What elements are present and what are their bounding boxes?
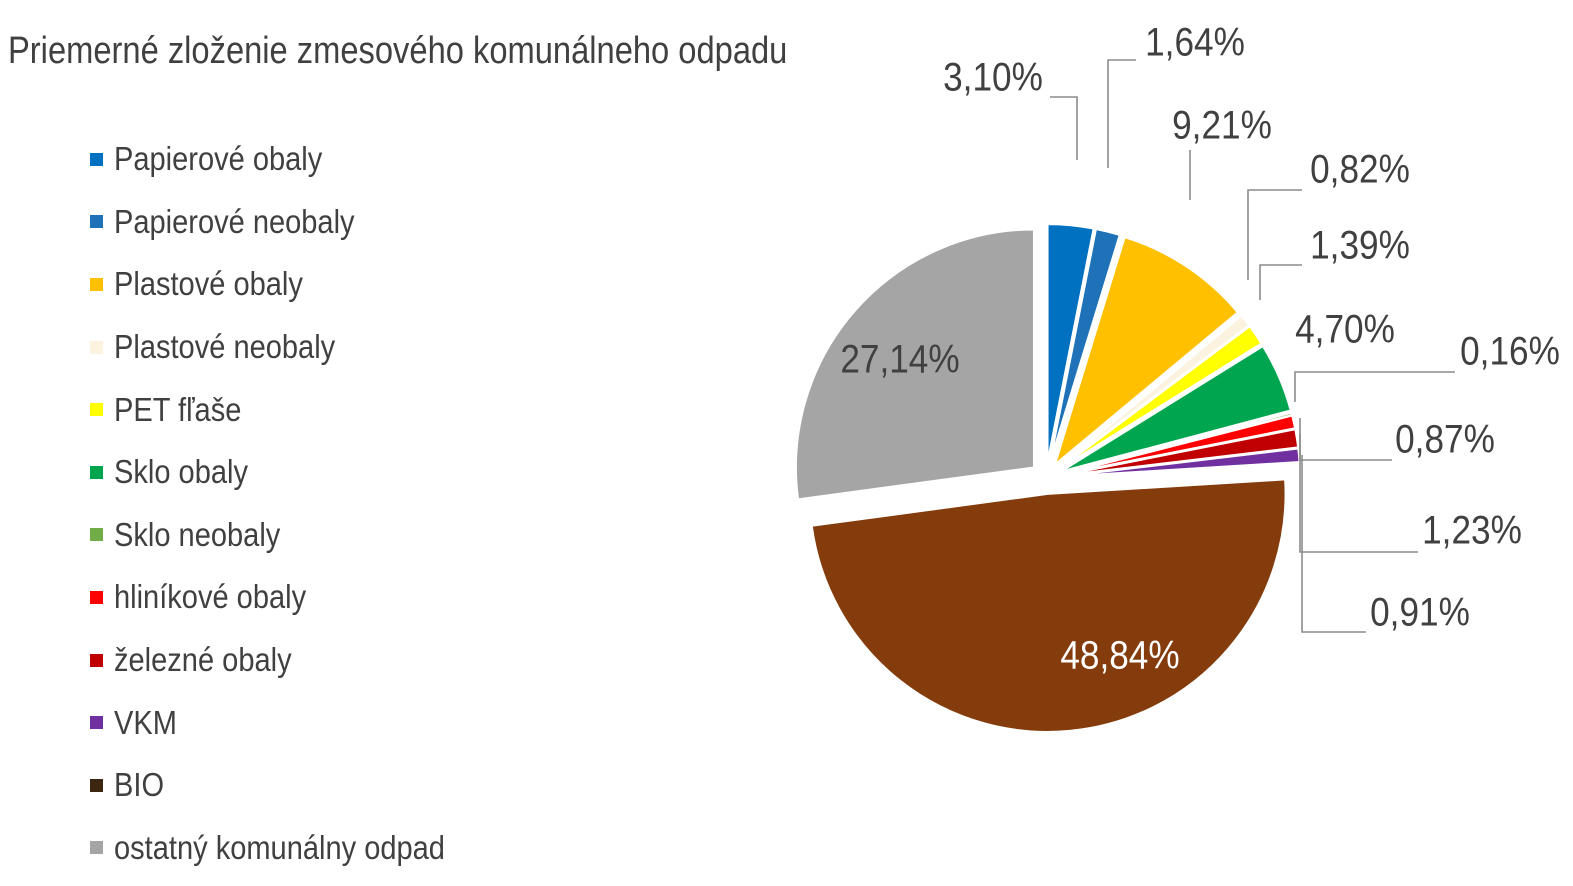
legend-swatch <box>90 590 103 604</box>
data-label: 48,84% <box>1060 632 1179 677</box>
legend-item: Papierové neobaly <box>90 191 490 254</box>
leader-line <box>1301 455 1366 633</box>
legend-swatch <box>90 528 103 542</box>
legend-item: Plastové obaly <box>90 253 490 316</box>
data-label: 0,91% <box>1370 589 1470 634</box>
legend-label: PET fľaše <box>114 390 242 428</box>
legend-label: VKM <box>114 703 177 741</box>
legend-item: Papierové obaly <box>90 128 490 191</box>
leader-line <box>1294 371 1455 402</box>
leader-line <box>1050 96 1078 160</box>
pie-slice <box>1061 428 1300 477</box>
data-label: 0,16% <box>1460 328 1560 373</box>
data-label: 0,82% <box>1310 146 1410 191</box>
legend-swatch <box>90 778 103 792</box>
leader-line <box>1299 434 1418 553</box>
leader-line <box>1247 189 1302 280</box>
legend-item: hliníkové obaly <box>90 566 490 629</box>
leader-line <box>1107 59 1136 168</box>
legend-item: BIO <box>90 754 490 817</box>
pie-slice <box>1060 344 1292 473</box>
pie-slice <box>1046 223 1095 463</box>
legend-item: železné obaly <box>90 629 490 692</box>
legend-swatch <box>90 340 103 354</box>
data-label: 1,64% <box>1145 19 1245 64</box>
legend-label: Sklo obaly <box>114 453 248 491</box>
legend-swatch <box>90 465 103 479</box>
leader-line <box>1259 264 1302 300</box>
legend-item: Plastové neobaly <box>90 316 490 379</box>
legend-swatch <box>90 403 103 417</box>
legend-label: Plastové obaly <box>114 265 303 303</box>
legend-swatch <box>90 653 103 667</box>
leader-line <box>1299 418 1392 461</box>
legend: Papierové obaly Papierové neobaly Plastové… <box>90 128 490 879</box>
legend-swatch <box>90 841 103 855</box>
legend-item: ostatný komunálny odpad <box>90 817 490 880</box>
legend-label: hliníkové obaly <box>114 578 307 616</box>
pie-slice <box>810 478 1287 733</box>
legend-label: BIO <box>114 766 165 804</box>
pie-slice <box>1048 227 1121 463</box>
data-label: 1,39% <box>1310 222 1410 267</box>
legend-label: Sklo neobaly <box>114 515 281 553</box>
legend-label: Papierové obaly <box>114 140 323 178</box>
chart-title: Priemerné zloženie zmesového komunálneho… <box>8 30 788 72</box>
legend-swatch <box>90 277 103 291</box>
legend-swatch <box>90 716 103 730</box>
legend-label: ostatný komunálny odpad <box>114 828 445 866</box>
data-label: 27,14% <box>840 336 959 381</box>
pie-slice <box>795 228 1035 501</box>
legend-swatch <box>90 215 103 229</box>
pie-slice <box>1061 414 1297 476</box>
legend-label: Papierové neobaly <box>114 202 355 240</box>
data-label: 9,21% <box>1172 102 1272 147</box>
legend-label: železné obaly <box>114 641 292 679</box>
data-label: 1,23% <box>1422 507 1522 552</box>
data-label: 0,87% <box>1395 416 1495 461</box>
data-label: 3,10% <box>943 54 1043 99</box>
pie-slice <box>1057 314 1251 469</box>
legend-swatch <box>90 152 103 166</box>
data-label: 4,70% <box>1295 306 1395 351</box>
pie-slice <box>1058 324 1263 470</box>
legend-item: Sklo obaly <box>90 441 490 504</box>
legend-item: Sklo neobaly <box>90 504 490 567</box>
pie-slice <box>1052 235 1240 468</box>
legend-item: VKM <box>90 691 490 754</box>
legend-item: PET fľaše <box>90 378 490 441</box>
legend-label: Plastové neobaly <box>114 328 336 366</box>
